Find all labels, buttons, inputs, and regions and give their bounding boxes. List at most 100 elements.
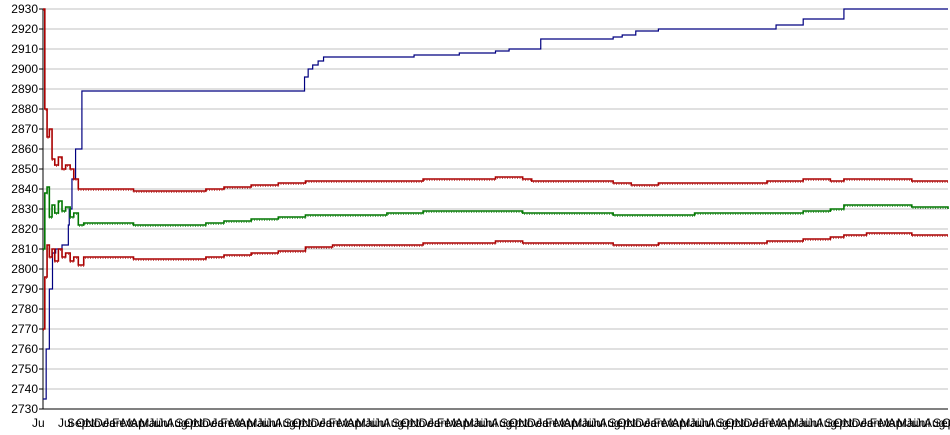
x-tick-label: Jun — [906, 416, 925, 430]
y-tick-label: 2850 — [11, 162, 38, 176]
series-line-3 — [43, 232, 948, 330]
x-tick-label: Aug — [924, 416, 945, 430]
x-tick-label: Apr — [671, 416, 690, 430]
x-tick-label: Jun — [148, 416, 167, 430]
y-tick-label: 2840 — [11, 182, 38, 196]
x-tick-label: Aug — [599, 416, 620, 430]
x-tick-label: Mai — [464, 416, 483, 430]
x-tick-label: Fev — [329, 416, 349, 430]
x-tick-label: Mai — [356, 416, 375, 430]
x-tick-label: Jui — [58, 416, 73, 430]
x-tick-label: Jun — [581, 416, 600, 430]
x-tick-label: Fev — [762, 416, 782, 430]
x-tick-label: Nov — [302, 416, 323, 430]
x-tick-label: Mai — [680, 416, 699, 430]
x-tick-label: Oct — [293, 416, 312, 430]
y-axis: 2730 2740 2750 2760 2770 2780 2790 2800 2810 2820… — [11, 2, 44, 416]
x-tick-label: Nov — [85, 416, 106, 430]
x-tick-label: Dec — [419, 416, 440, 430]
x-tick-label: Sep — [284, 416, 306, 430]
x-tick-label: Sep — [825, 416, 847, 430]
x-tick-label: Jun — [473, 416, 492, 430]
x-tick-labels: Ju JuiSepOctNovDecJanFevMarAprMaiJunJulAu… — [32, 416, 950, 430]
y-tick-label: 2800 — [11, 262, 38, 276]
x-tick-label: Jan — [861, 416, 880, 430]
y-tick-label: 2740 — [11, 382, 38, 396]
y-tick-label: 2830 — [11, 202, 38, 216]
x-tick-label: Nov — [410, 416, 431, 430]
y-tick-label: 2900 — [11, 62, 38, 76]
x-tick-label: Fev — [870, 416, 890, 430]
x-tick-label: Fev — [545, 416, 565, 430]
grid-lines — [43, 8, 948, 410]
y-tick-label: 2730 — [11, 402, 38, 416]
x-tick-label: Jun — [689, 416, 708, 430]
series-noise-1 — [43, 9, 948, 193]
series-noise-3 — [43, 233, 948, 331]
x-tick-label: Aug — [275, 416, 296, 430]
x-tick-label: Jun — [365, 416, 384, 430]
x-tick-label: Jul — [157, 416, 172, 430]
x-tick-label: Mar — [879, 416, 900, 430]
plot-series — [43, 8, 949, 400]
x-tick-label: Oct — [942, 416, 950, 430]
x-tick-label: Jan — [536, 416, 555, 430]
x-tick-label: Jun — [257, 416, 276, 430]
series-line-1 — [43, 8, 948, 192]
y-tick-label: 2810 — [11, 242, 38, 256]
y-tick-label: 2790 — [11, 282, 38, 296]
x-tick-label: Jul — [374, 416, 389, 430]
x-tick-label: Oct — [401, 416, 420, 430]
x-tick-label: Apr — [130, 416, 149, 430]
x-tick-label: Aug — [708, 416, 729, 430]
y-tick-label: 2770 — [11, 322, 38, 336]
x-tick-label: Nov — [843, 416, 864, 430]
series-line-2 — [43, 186, 949, 250]
x-tick-label: Aug — [166, 416, 187, 430]
x-tick-label: Sep — [175, 416, 197, 430]
x-tick-label: Dec — [202, 416, 223, 430]
x-tick-label: Jul — [590, 416, 605, 430]
x-tick-label: Aug — [383, 416, 404, 430]
x-tick-label: Ju — [32, 416, 45, 430]
x-tick-label: Jul — [915, 416, 930, 430]
x-tick-label: Mar — [446, 416, 467, 430]
x-tick-label: Fev — [220, 416, 240, 430]
x-tick-label: Nov — [735, 416, 756, 430]
series-line-0 — [43, 8, 948, 400]
y-tick-label: 2860 — [11, 142, 38, 156]
x-tick-label: Mai — [572, 416, 591, 430]
y-tick-label: 2930 — [11, 2, 38, 16]
x-tick-label: Mar — [338, 416, 359, 430]
x-tick-label: Mar — [229, 416, 250, 430]
x-tick-label: Sep — [67, 416, 89, 430]
x-tick-label: Oct — [509, 416, 528, 430]
x-tick-label: Mai — [897, 416, 916, 430]
x-tick-label: Oct — [76, 416, 95, 430]
x-tick-label: Dec — [94, 416, 115, 430]
x-tick-label: Dec — [852, 416, 873, 430]
x-tick-label: Nov — [193, 416, 214, 430]
x-tick-label: Sep — [717, 416, 739, 430]
x-tick-label: Jan — [211, 416, 230, 430]
x-tick-label: Oct — [834, 416, 853, 430]
x-tick-label: Apr — [563, 416, 582, 430]
x-tick-label: Aug — [491, 416, 512, 430]
x-tick-label: Mar — [662, 416, 683, 430]
x-tick-label: Jan — [103, 416, 122, 430]
x-tick-label: Aug — [816, 416, 837, 430]
y-tick-label: 2760 — [11, 342, 38, 356]
y-tick-label: 2880 — [11, 102, 38, 116]
y-tick-label: 2920 — [11, 22, 38, 36]
x-tick-label: Jan — [753, 416, 772, 430]
y-tick-label: 2750 — [11, 362, 38, 376]
x-tick-label: Dec — [744, 416, 765, 430]
x-tick-label: Mar — [121, 416, 142, 430]
x-tick-label: Sep — [392, 416, 414, 430]
x-tick-label: Oct — [726, 416, 745, 430]
x-tick-label: Nov — [518, 416, 539, 430]
x-tick-label: Mar — [554, 416, 575, 430]
x-tick-label: Apr — [780, 416, 799, 430]
x-tick-label: Fev — [112, 416, 132, 430]
